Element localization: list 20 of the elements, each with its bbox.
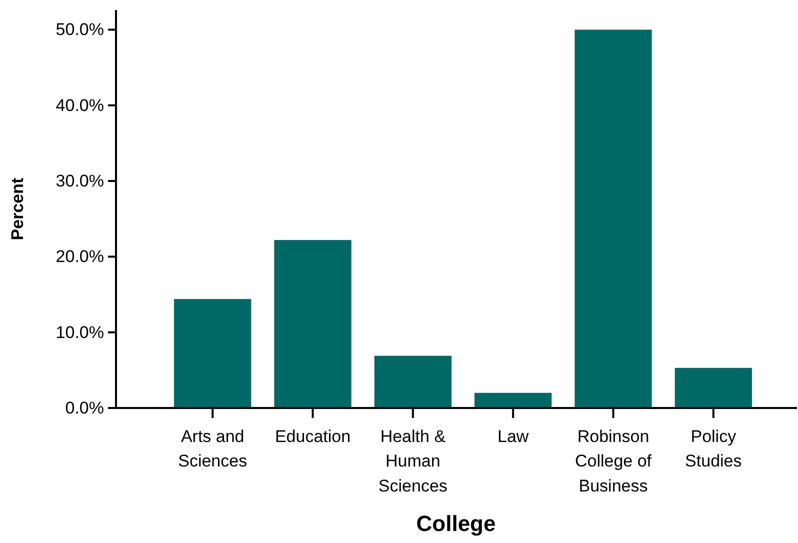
x-axis-title: College <box>416 511 496 536</box>
y-tick-label: 0.0% <box>65 398 104 418</box>
y-tick-label: 20.0% <box>56 247 104 266</box>
x-tick-label: Robinson College of Business <box>574 427 652 496</box>
bar <box>474 392 552 408</box>
x-tick-label: Education <box>274 427 351 446</box>
bar <box>174 299 252 408</box>
bar <box>574 30 652 408</box>
y-tick-label: 10.0% <box>56 322 104 342</box>
bar <box>374 356 452 408</box>
x-tick-label: Health & Human Sciences <box>378 427 448 496</box>
bar <box>274 240 352 408</box>
y-tick-label: 50.0% <box>56 20 104 40</box>
y-tick-label: 30.0% <box>56 171 104 190</box>
y-axis-title: Percent <box>8 177 27 240</box>
y-tick-label: 40.0% <box>56 96 104 115</box>
bar <box>674 368 752 408</box>
x-tick-label: Law <box>497 427 530 446</box>
x-tick-label: Policy Studies <box>685 427 742 471</box>
x-tick-label: Arts and Sciences <box>178 427 248 471</box>
